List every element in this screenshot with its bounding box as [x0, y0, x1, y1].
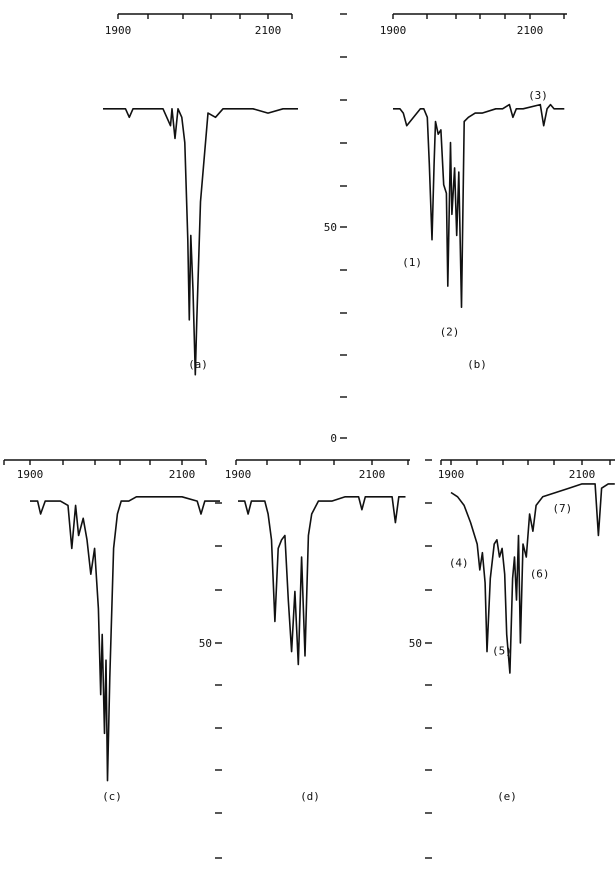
panel-label-a: (a) — [188, 358, 208, 371]
spectrum-trace-c — [30, 496, 220, 782]
peak-label-b-2: (3) — [528, 89, 548, 102]
x-tick-label-e-0: 1900 — [438, 468, 465, 481]
x-tick-label-c-1: 2100 — [169, 468, 196, 481]
x-tick-label-c-0: 1900 — [17, 468, 44, 481]
peak-label-b-1: (2) — [440, 326, 460, 339]
x-tick-label-b-1: 2100 — [517, 24, 544, 37]
y-tick-label-upper-1: 0 — [330, 432, 337, 445]
x-tick-label-a-0: 1900 — [105, 24, 132, 37]
y-tick-label-lower-left-0: 50 — [199, 637, 212, 650]
traces-layer — [30, 103, 615, 782]
labels-layer: (a) (b) (1) (2) (3) (c) (d) (e) (4) (5) (6) (7) — [102, 89, 572, 803]
peak-label-e-1: (5) — [492, 644, 512, 657]
spectrum-trace-b — [393, 103, 565, 308]
panel-label-b: (b) — [467, 358, 487, 371]
spectrum-trace-a — [103, 108, 298, 376]
y-tick-label-upper-0: 50 — [324, 221, 337, 234]
y-tick-label-lower-right-0: 50 — [409, 637, 422, 650]
peak-label-e-3: (7) — [552, 502, 572, 515]
axes-layer: 1900 2100 1900 2100 1900 2100 1900 2100 1900 2100… — [3, 13, 615, 859]
panel-label-e: (e) — [497, 790, 517, 803]
panel-label-d: (d) — [300, 790, 320, 803]
x-tick-label-d-0: 1900 — [225, 468, 252, 481]
spectrum-trace-e — [450, 483, 615, 674]
spectrum-trace-d — [238, 496, 406, 666]
x-tick-label-d-1: 2100 — [359, 468, 386, 481]
peak-label-b-0: (1) — [402, 256, 422, 269]
peak-label-e-2: (6) — [530, 568, 550, 581]
x-tick-label-a-1: 2100 — [255, 24, 282, 37]
x-tick-label-b-0: 1900 — [380, 24, 407, 37]
panel-label-c: (c) — [102, 790, 122, 803]
x-tick-label-e-1: 2100 — [569, 468, 596, 481]
peak-label-e-0: (4) — [449, 556, 469, 569]
